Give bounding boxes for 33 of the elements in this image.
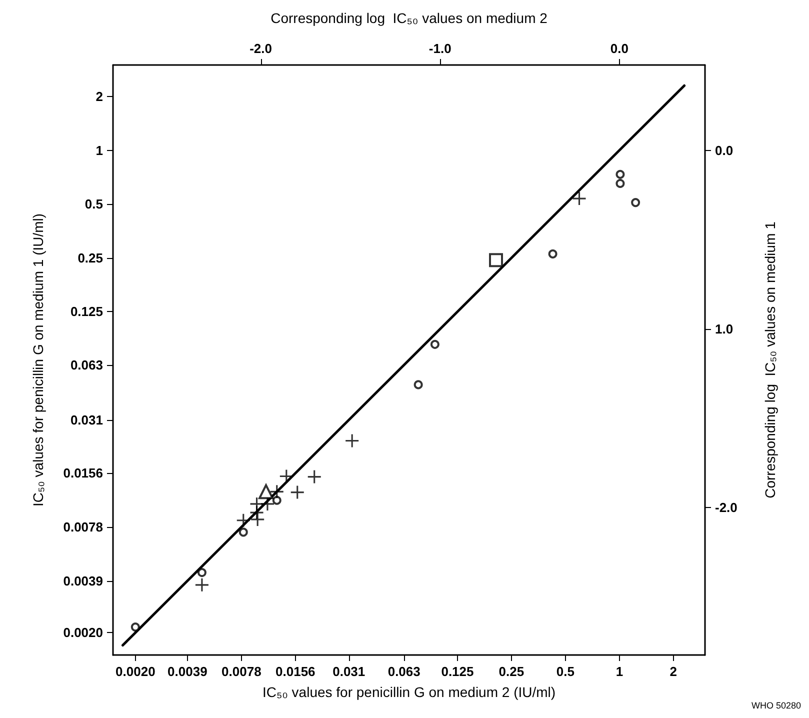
y-tick-label: 0.25 [78,250,103,266]
x-tick-label: 0.5 [556,664,574,679]
x-tick-label: 0.031 [332,664,366,679]
y-tick-label: 0.0020 [63,625,103,640]
y2-tick-label: 0.0 [715,142,734,158]
x-tick-label: 0.0156 [276,664,316,679]
y-tick-label: 0.5 [84,196,103,212]
x-tick-label: 0.0039 [168,664,208,679]
y-tick-label: 2 [96,88,103,104]
y-tick-label: 0.125 [70,304,103,320]
x-tick-label: 0.25 [498,664,524,679]
x-tick-label: 0.125 [441,664,474,679]
x-tick-label: 1 [616,664,624,679]
y-tick-label: 0.0039 [63,573,103,588]
x-tick-label: 0.0020 [116,664,156,679]
text: WHO 50280 [751,700,802,710]
x2-tick-label: -1.0 [428,41,452,56]
x2-axis-title: Corresponding log IC₅₀ values on medium 2 [270,10,548,26]
y2-tick-label: -2.0 [715,500,738,516]
x2-tick-label: 0.0 [610,41,628,56]
x-tick-label: 0.0078 [222,664,262,679]
y-tick-label: 0.063 [70,357,103,372]
y2-axis-title: Corresponding log IC₅₀ values on medium 1 [762,221,778,498]
y2-tick-label: 1.0 [715,321,734,336]
x-tick-label: 0.063 [388,664,420,679]
x2-tick-label: -2.0 [250,41,272,56]
y-tick-label: 0.0156 [63,466,103,481]
y-tick-label: 0.0078 [63,520,103,535]
x-tick-label: 2 [670,664,678,679]
y-axis-title: IC₅₀ values for penicillin G on medium 1 (IU/ml) [30,213,46,507]
x-axis-title: IC₅₀ values for penicillin G on medium 2 (IU/ml) [262,684,556,700]
y-tick-label: 1 [96,142,103,158]
y-tick-label: 0.031 [70,412,103,428]
